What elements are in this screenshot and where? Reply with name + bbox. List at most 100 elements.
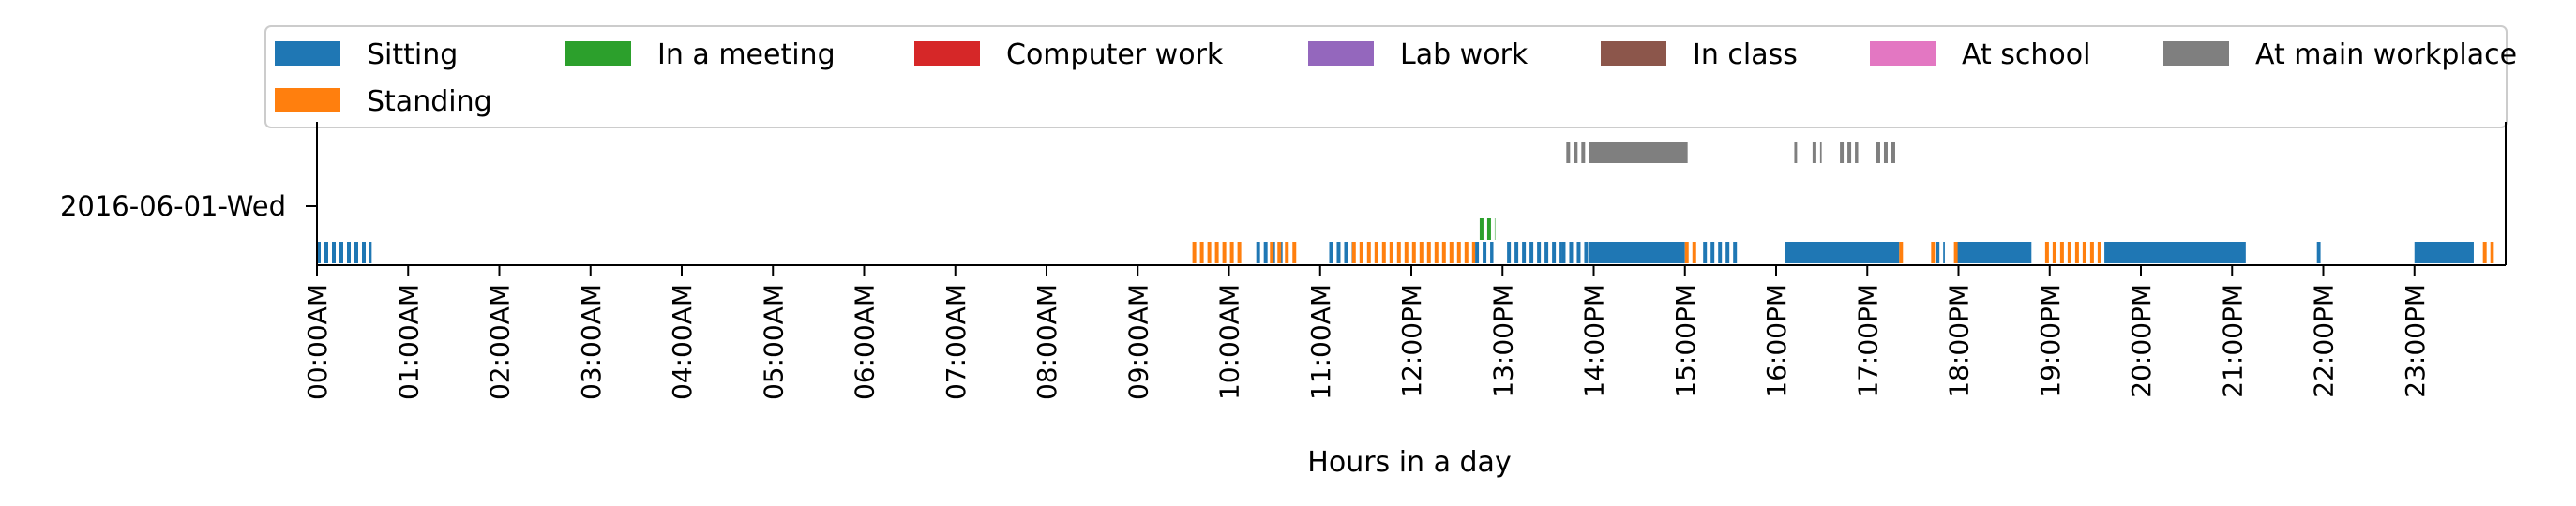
- segment-stripe: [1192, 242, 1197, 263]
- x-axis-title: Hours in a day: [1307, 446, 1511, 479]
- segment-stripe: [1237, 242, 1242, 263]
- segment-stripe: [1449, 242, 1454, 263]
- x-tick-label: 12:00PM: [1396, 284, 1427, 398]
- segment-stripe: [2089, 242, 2094, 263]
- segment-stripe: [1456, 242, 1461, 263]
- segment-stripe: [1471, 242, 1476, 263]
- segment-stripe: [2052, 242, 2056, 263]
- segment-stripe: [1537, 242, 1542, 263]
- segment-sitting: [1956, 242, 2032, 263]
- segment-at-main-workplace: [1840, 142, 1859, 163]
- segment-stripe: [1559, 242, 1562, 263]
- segment-stripe: [317, 242, 321, 263]
- plot-area: [317, 122, 2507, 265]
- segment-stripe: [1426, 242, 1431, 263]
- segment-block: [1589, 242, 1685, 263]
- legend-swatch: [1870, 41, 1936, 66]
- x-tick-label: 11:00AM: [1305, 284, 1336, 400]
- segment-stripe: [1684, 242, 1689, 263]
- segment-sitting: [1703, 242, 1738, 263]
- segment-stripe: [1584, 242, 1589, 263]
- segment-stripe: [1574, 142, 1578, 163]
- segment-sitting: [2104, 242, 2246, 263]
- segment-stripe: [1207, 242, 1212, 263]
- segment-stripe: [1718, 242, 1723, 263]
- segment-standing: [1931, 242, 1936, 263]
- legend-label: At school: [1962, 38, 2090, 71]
- segment-stripe: [1569, 242, 1574, 263]
- segment-stripe: [1434, 242, 1439, 263]
- x-tick-label: 02:00AM: [485, 284, 516, 400]
- segment-sitting: [1589, 242, 1685, 263]
- segment-standing: [1953, 242, 1958, 263]
- x-tick-label: 00:00AM: [302, 284, 333, 400]
- segment-stripe: [1483, 242, 1487, 263]
- segment-stripe: [1936, 242, 1940, 263]
- x-tick-label: 06:00AM: [850, 284, 881, 400]
- segment-stripe: [1374, 242, 1378, 263]
- segment-stripe: [1566, 142, 1571, 163]
- x-tick-label: 17:00PM: [1852, 284, 1883, 398]
- segment-stripe: [1263, 242, 1268, 263]
- segment-standing: [2482, 242, 2494, 263]
- y-axis: 2016-06-01-Wed: [60, 122, 318, 265]
- segment-at-main-workplace: [1589, 142, 1688, 163]
- legend-box: [264, 25, 2508, 128]
- segment-sitting: [1936, 242, 1945, 263]
- segment-stripe: [1292, 242, 1297, 263]
- segment-stripe: [347, 242, 351, 263]
- segment-stripe: [1891, 142, 1895, 163]
- segment-stripe: [2482, 242, 2487, 263]
- segment-stripe: [1552, 242, 1557, 263]
- segment-stripe: [1794, 142, 1798, 163]
- row-label: 2016-06-01-Wed: [60, 190, 286, 222]
- segment-stripe: [354, 242, 358, 263]
- segment-standing: [1192, 242, 1242, 263]
- x-tick-label: 15:00PM: [1670, 284, 1701, 398]
- segment-stripe: [1847, 142, 1852, 163]
- legend-item: At school: [1870, 38, 2090, 71]
- legend-label: Sitting: [367, 38, 458, 71]
- segment-stripe: [1819, 142, 1822, 163]
- legend-swatch: [1601, 41, 1666, 66]
- segment-sitting: [317, 242, 372, 263]
- x-tick-label: 21:00PM: [2217, 284, 2248, 398]
- x-tick-label: 16:00PM: [1761, 284, 1792, 398]
- x-tick-label: 19:00PM: [2035, 284, 2066, 398]
- legend-item: In a meeting: [565, 38, 836, 71]
- segment-sitting: [1507, 242, 1562, 263]
- x-tick-label: 23:00PM: [2400, 284, 2431, 398]
- segment-stripe: [1507, 242, 1512, 263]
- segment-stripe: [1943, 242, 1945, 263]
- legend-item: At main workplace: [2163, 38, 2517, 71]
- legend-label: In a meeting: [657, 38, 836, 71]
- x-tick-label: 14:00PM: [1579, 284, 1610, 398]
- x-tick-label: 03:00AM: [576, 284, 607, 400]
- segment-stripe: [1855, 142, 1859, 163]
- segment-stripe: [2097, 242, 2101, 263]
- x-tick-label: 04:00AM: [667, 284, 698, 400]
- x-tick-label: 08:00AM: [1032, 284, 1062, 400]
- segment-stripe: [1899, 242, 1904, 263]
- segment-sitting: [1475, 242, 1494, 263]
- segment-stripe: [332, 242, 336, 263]
- segment-stripe: [1876, 142, 1880, 163]
- segment-standing: [1899, 242, 1904, 263]
- segment-stripe: [2059, 242, 2064, 263]
- segment-stripe: [1725, 242, 1730, 263]
- segment-stripe: [1404, 242, 1409, 263]
- segment-stripe: [1581, 142, 1586, 163]
- segment-stripe: [1486, 218, 1491, 240]
- segment-stripe: [1344, 242, 1348, 263]
- segment-stripe: [324, 242, 328, 263]
- legend-item: Computer work: [914, 38, 1224, 71]
- legend-label: In class: [1693, 38, 1798, 71]
- segment-stripe: [1336, 242, 1341, 263]
- segment-stripe: [1576, 242, 1581, 263]
- segment-stripe: [1419, 242, 1424, 263]
- segment-in-a-meeting: [1479, 218, 1496, 240]
- legend-item: Lab work: [1308, 38, 1529, 71]
- segment-stripe: [1544, 242, 1549, 263]
- segment-stripe: [1229, 242, 1234, 263]
- segment-stripe: [1285, 242, 1289, 263]
